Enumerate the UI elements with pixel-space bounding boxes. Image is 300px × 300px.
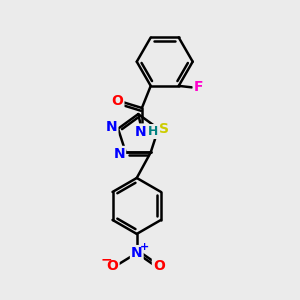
Text: N: N xyxy=(106,120,117,134)
Text: H: H xyxy=(148,125,158,138)
Text: N: N xyxy=(113,147,125,161)
Text: O: O xyxy=(153,259,165,273)
Text: +: + xyxy=(140,242,149,252)
Text: F: F xyxy=(194,80,203,94)
Text: N: N xyxy=(131,246,142,260)
Text: O: O xyxy=(112,94,123,109)
Text: O: O xyxy=(107,259,118,273)
Text: −: − xyxy=(100,252,112,266)
Text: S: S xyxy=(159,122,169,136)
Text: N: N xyxy=(135,124,146,139)
